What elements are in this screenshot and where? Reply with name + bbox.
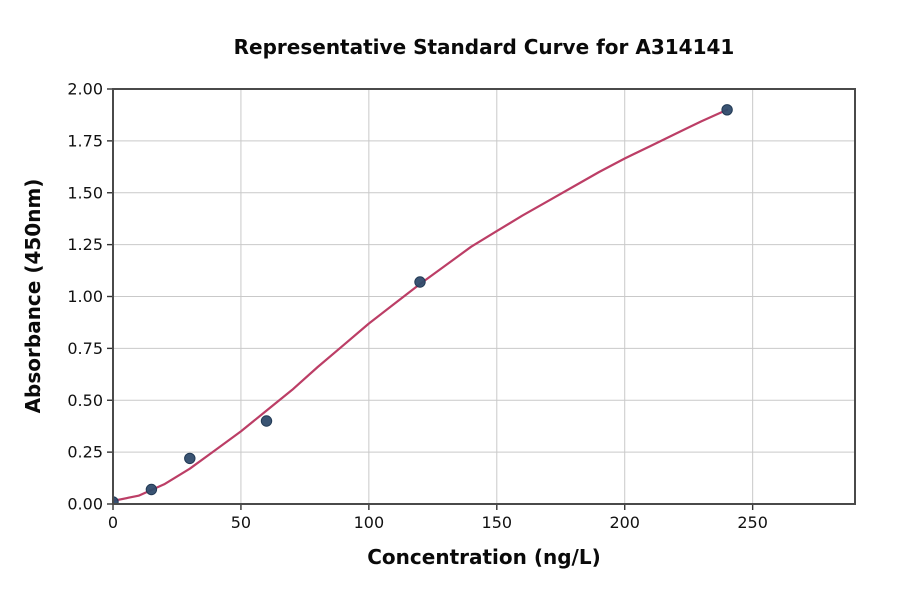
y-tick-label: 2.00 (67, 80, 103, 99)
fit-curve-line (113, 108, 729, 502)
x-tick-label: 200 (609, 513, 640, 532)
y-tick-label: 0.25 (67, 443, 103, 462)
x-tick-label: 50 (231, 513, 251, 532)
x-tick-label: 0 (108, 513, 118, 532)
y-tick-label: 1.75 (67, 131, 103, 150)
y-tick-label: 0.00 (67, 495, 103, 514)
y-tick-label: 0.50 (67, 391, 103, 410)
data-point (260, 415, 273, 427)
chart-title: Representative Standard Curve for A31414… (233, 35, 735, 59)
plot-border (112, 88, 856, 505)
grid-lines (112, 88, 855, 505)
y-tick-label: 0.75 (67, 339, 103, 358)
x-tick-label: 250 (737, 513, 768, 532)
y-tick-label: 1.00 (67, 287, 103, 306)
x-tick-labels: 0 50 100 150 200 250 (108, 513, 768, 532)
axis-ticks (107, 88, 754, 510)
data-point (145, 483, 158, 496)
x-tick-label: 150 (482, 513, 513, 532)
y-axis-label: Absorbance (450nm) (21, 178, 45, 414)
data-point (721, 104, 733, 116)
y-tick-label: 1.25 (67, 235, 103, 254)
x-axis-label: Concentration (ng/L) (367, 545, 601, 569)
y-tick-label: 1.50 (67, 183, 103, 202)
x-tick-label: 100 (354, 513, 385, 532)
standard-points (113, 104, 733, 504)
data-point (414, 276, 426, 288)
y-tick-labels: 0.00 0.25 0.50 0.75 1.00 1.25 1.50 1.75 2.00 (67, 80, 103, 514)
data-point (184, 452, 196, 465)
